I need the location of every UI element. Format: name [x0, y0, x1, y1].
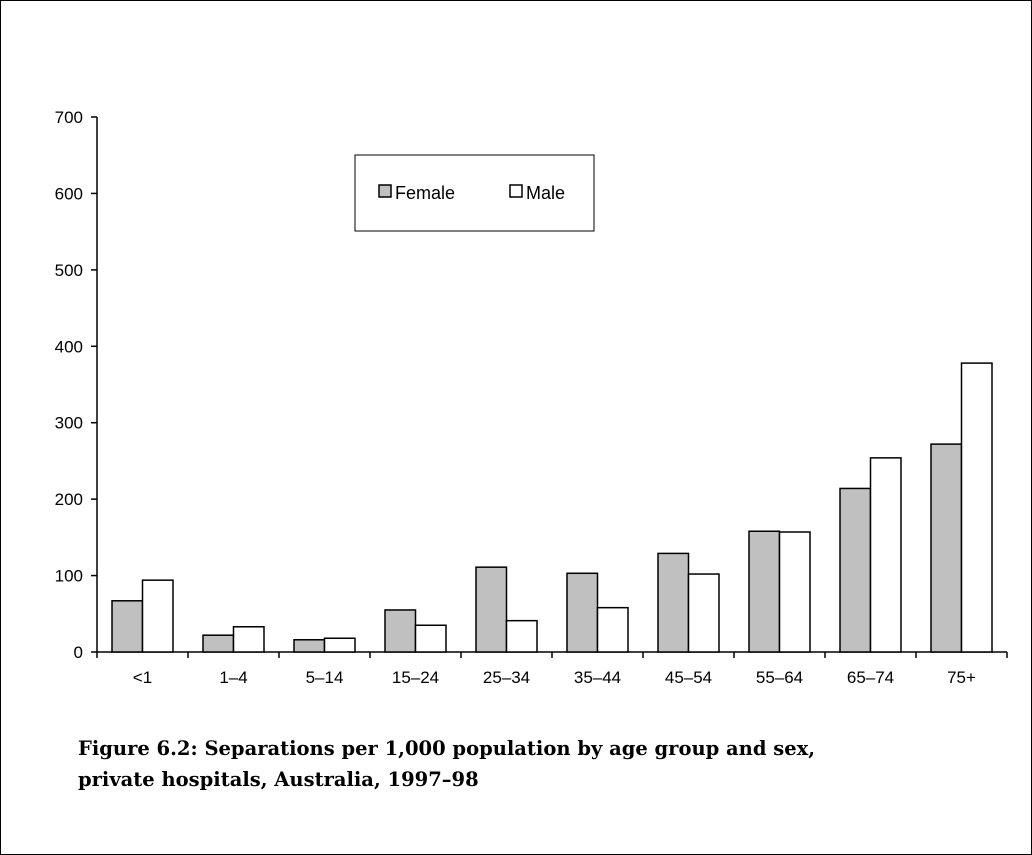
bar-male — [232, 626, 265, 653]
x-tick-label: 75+ — [947, 668, 976, 687]
y-tick-label: 600 — [55, 184, 83, 203]
bar-female — [839, 487, 872, 653]
x-tick-label: 35–44 — [574, 668, 621, 687]
y-tick-label: 400 — [55, 337, 83, 356]
x-tick-label: <1 — [133, 668, 152, 687]
legend-male-label: Male — [526, 183, 565, 203]
y-tick-label: 100 — [55, 567, 83, 586]
y-tick-label: 500 — [55, 261, 83, 280]
legend-female-label: Female — [395, 183, 455, 203]
legend-female-swatch — [378, 184, 392, 198]
x-tick-label: 65–74 — [847, 668, 894, 687]
bar-female — [930, 443, 963, 653]
bar-female — [566, 572, 599, 653]
legend: Female Male — [354, 154, 595, 232]
bar-female — [657, 552, 690, 653]
x-tick-label: 1–4 — [219, 668, 247, 687]
bar-female — [384, 609, 417, 653]
y-tick-label: 300 — [55, 414, 83, 433]
bar-female — [111, 600, 144, 653]
bar-female — [748, 530, 781, 653]
bar-male — [869, 457, 902, 653]
x-tick-label: 5–14 — [306, 668, 344, 687]
x-tick-labels: <1 1–4 5–14 15–24 25–34 35–44 45–54 55–64 65–74 7… — [133, 668, 976, 687]
bar-male — [141, 579, 174, 653]
figure-caption: Figure 6.2: Separations per 1,000 popula… — [78, 737, 816, 791]
legend-box — [354, 154, 595, 232]
bar-female — [293, 639, 326, 653]
x-tick-label: 15–24 — [392, 668, 439, 687]
bar-male — [778, 531, 811, 653]
bar-male — [505, 619, 538, 653]
y-tick-label: 700 — [55, 108, 83, 127]
y-tick-label: 0 — [74, 643, 83, 662]
bar-male — [596, 606, 629, 653]
x-tick-label: 45–54 — [665, 668, 712, 687]
y-tick-labels: 0 100 200 300 400 500 600 700 — [55, 108, 83, 662]
x-tick-label: 55–64 — [756, 668, 803, 687]
bar-male — [323, 637, 356, 653]
x-tick-label: 25–34 — [483, 668, 530, 687]
bar-female — [202, 634, 235, 653]
bar-female — [475, 566, 508, 653]
bars — [111, 362, 993, 653]
bar-male — [687, 573, 720, 653]
bar-male — [414, 624, 447, 653]
y-tick-label: 200 — [55, 490, 83, 509]
legend-male-swatch — [509, 184, 523, 198]
bar-male — [960, 362, 993, 653]
